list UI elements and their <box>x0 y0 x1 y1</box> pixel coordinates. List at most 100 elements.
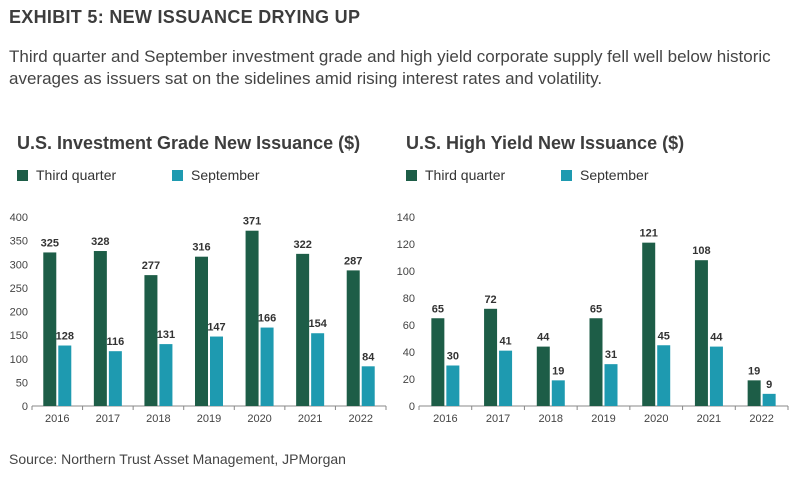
ig-legend-september: September <box>172 167 259 183</box>
ig-data-label-september: 147 <box>207 322 225 334</box>
ig-bar-september <box>311 333 325 406</box>
hy-legend-september: September <box>561 167 648 183</box>
ig-data-label-third-quarter: 322 <box>293 239 311 251</box>
ig-chart-title: U.S. Investment Grade New Issuance ($) <box>17 133 361 153</box>
hy-data-label-september: 30 <box>447 351 459 363</box>
third-quarter-swatch <box>406 170 417 181</box>
hy-data-label-september: 45 <box>658 330 670 342</box>
ig-x-tick-label: 2017 <box>96 413 120 425</box>
ig-data-label-september: 131 <box>157 329 175 341</box>
hy-data-label-third-quarter: 44 <box>537 332 550 344</box>
hy-data-label-september: 31 <box>605 349 617 361</box>
hy-bar-september <box>499 350 513 406</box>
hy-x-tick-label: 2020 <box>644 413 668 425</box>
hy-bar-september <box>657 345 671 406</box>
ig-x-tick-label: 2020 <box>247 413 271 425</box>
hy-bar-september <box>551 380 565 406</box>
ig-x-tick-label: 2021 <box>298 413 322 425</box>
ig-bar-september <box>361 366 375 406</box>
hy-y-tick-label: 80 <box>403 293 415 305</box>
ig-data-label-third-quarter: 371 <box>243 216 261 228</box>
hy-y-tick-label: 100 <box>397 266 415 278</box>
ig-data-label-september: 128 <box>56 331 74 343</box>
third-quarter-swatch <box>17 170 28 181</box>
source-note: Source: Northern Trust Asset Management,… <box>9 451 346 467</box>
ig-bar-september <box>58 345 72 406</box>
ig-data-label-third-quarter: 287 <box>344 255 362 267</box>
hy-bar-chart: 0 20 40 60 80 100 120 140 2016 65 30 2017 72 41 2018 44… <box>397 212 789 425</box>
ig-data-label-september: 116 <box>106 336 124 348</box>
hy-bar-september <box>709 346 723 406</box>
ig-bar-third-quarter <box>43 252 57 406</box>
ig-bar-chart: 0 50 100 150 200 250 300 350 400 2016 325 128 2017 32… <box>10 212 387 425</box>
ig-bar-september <box>159 344 173 406</box>
ig-legend-september-label: September <box>191 167 260 183</box>
ig-y-tick-label: 350 <box>10 236 28 248</box>
ig-bar-third-quarter <box>93 251 107 406</box>
ig-bar-september <box>260 327 274 406</box>
hy-data-label-third-quarter: 19 <box>748 365 760 377</box>
hy-bar-third-quarter <box>642 242 656 406</box>
ig-data-label-september: 84 <box>362 351 375 363</box>
hy-data-label-third-quarter: 121 <box>640 228 658 240</box>
hy-bar-third-quarter <box>431 318 445 406</box>
hy-data-label-september: 9 <box>766 379 772 391</box>
ig-data-label-third-quarter: 328 <box>91 236 109 248</box>
exhibit-subtitle: Third quarter and September investment g… <box>9 47 771 88</box>
ig-y-tick-label: 400 <box>10 212 28 224</box>
ig-y-tick-label: 0 <box>22 401 28 413</box>
hy-x-tick-label: 2021 <box>697 413 721 425</box>
hy-data-label-third-quarter: 65 <box>432 303 444 315</box>
ig-data-label-third-quarter: 316 <box>192 242 210 254</box>
hy-data-label-september: 19 <box>552 365 564 377</box>
hy-y-tick-label: 120 <box>397 239 415 251</box>
hy-data-label-third-quarter: 65 <box>590 303 602 315</box>
hy-bar-third-quarter <box>589 318 603 406</box>
ig-bar-september <box>210 336 223 406</box>
ig-y-tick-label: 100 <box>10 354 28 366</box>
hy-data-label-september: 44 <box>710 332 723 344</box>
hy-data-label-september: 41 <box>499 336 511 348</box>
ig-y-tick-label: 250 <box>10 283 28 295</box>
hy-bar-september <box>762 393 776 406</box>
ig-x-tick-label: 2018 <box>146 413 170 425</box>
ig-data-label-september: 166 <box>258 313 276 325</box>
hy-bar-third-quarter <box>484 308 498 406</box>
hy-bar-third-quarter <box>747 380 761 406</box>
ig-x-tick-label: 2019 <box>197 413 221 425</box>
hy-y-tick-label: 0 <box>409 401 415 413</box>
hy-x-tick-label: 2017 <box>486 413 510 425</box>
september-swatch <box>561 170 572 181</box>
hy-x-tick-label: 2022 <box>749 413 773 425</box>
hy-x-tick-label: 2018 <box>539 413 563 425</box>
ig-bar-third-quarter <box>195 256 208 406</box>
ig-bar-third-quarter <box>245 230 259 406</box>
ig-bar-third-quarter <box>346 270 360 406</box>
ig-y-tick-label: 300 <box>10 259 28 271</box>
hy-bar-september <box>604 364 618 406</box>
ig-x-tick-label: 2016 <box>45 413 69 425</box>
ig-bar-third-quarter <box>296 253 310 406</box>
ig-y-tick-label: 50 <box>16 377 28 389</box>
hy-bar-third-quarter <box>536 346 550 406</box>
ig-y-tick-label: 200 <box>10 307 28 319</box>
hy-chart-title: U.S. High Yield New Issuance ($) <box>406 133 685 153</box>
ig-legend-third-quarter: Third quarter <box>17 167 116 183</box>
exhibit-title: EXHIBIT 5: NEW ISSUANCE DRYING UP <box>9 7 361 27</box>
hy-y-tick-label: 20 <box>403 374 415 386</box>
hy-y-tick-label: 40 <box>403 347 415 359</box>
hy-data-label-third-quarter: 108 <box>692 245 710 257</box>
hy-legend-third-quarter: Third quarter <box>406 167 505 183</box>
hy-legend-third-quarter-label: Third quarter <box>425 167 506 183</box>
ig-data-label-third-quarter: 325 <box>41 237 59 249</box>
hy-y-tick-label: 60 <box>403 320 415 332</box>
hy-x-tick-label: 2019 <box>591 413 615 425</box>
hy-x-tick-label: 2016 <box>433 413 457 425</box>
hy-legend-september-label: September <box>580 167 649 183</box>
ig-bar-third-quarter <box>144 275 158 406</box>
ig-y-tick-label: 150 <box>10 330 28 342</box>
ig-legend-third-quarter-label: Third quarter <box>36 167 117 183</box>
ig-x-tick-label: 2022 <box>348 413 372 425</box>
hy-bar-september <box>446 365 460 406</box>
hy-data-label-third-quarter: 72 <box>484 294 496 306</box>
